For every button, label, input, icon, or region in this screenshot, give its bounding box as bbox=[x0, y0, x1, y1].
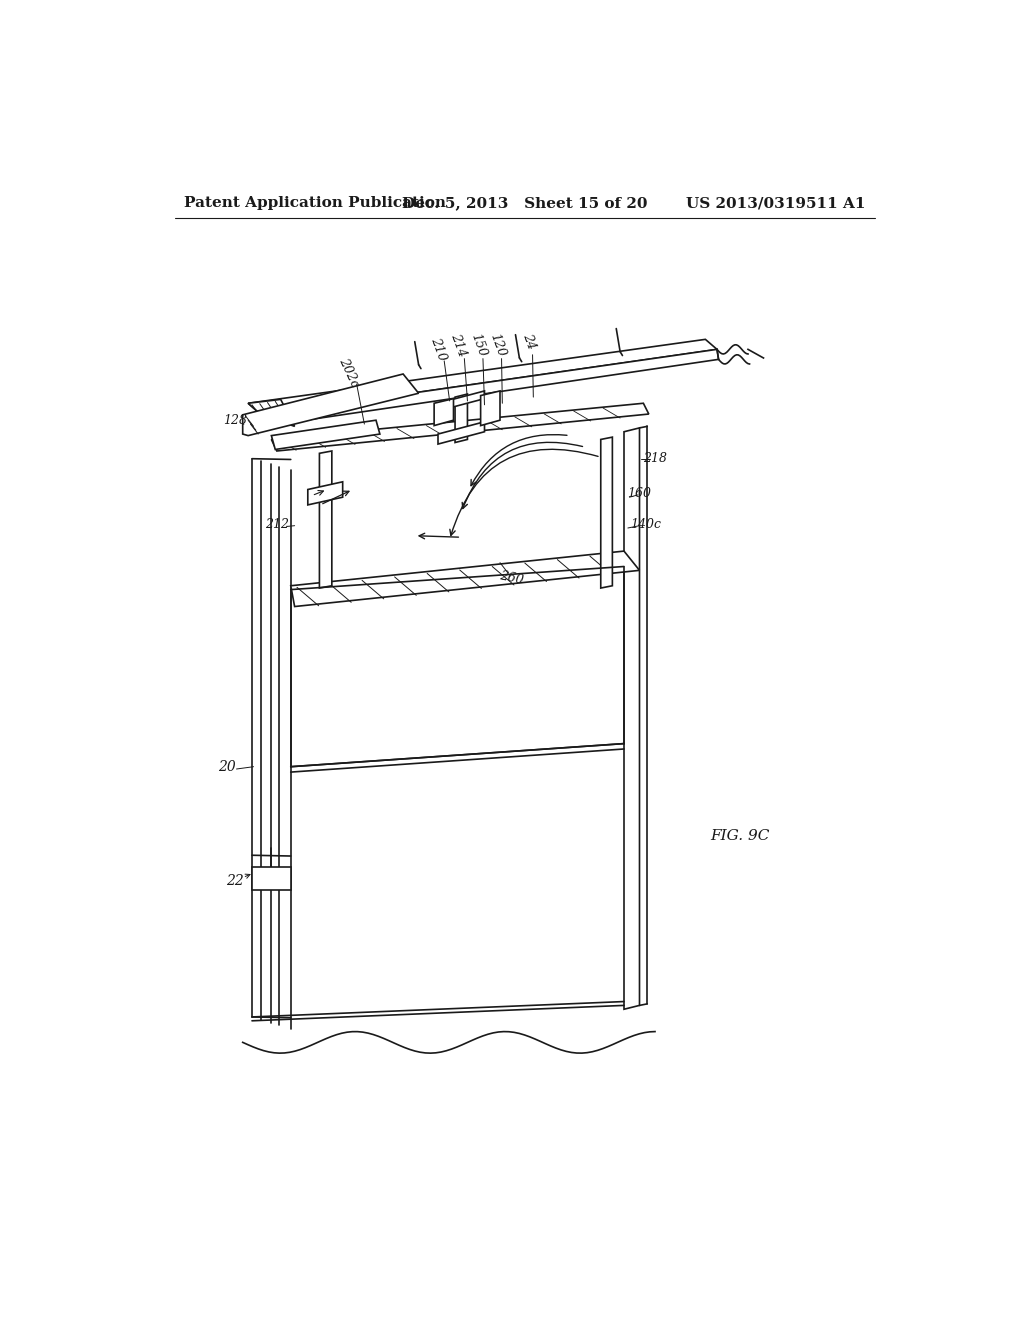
Text: FIG. 9C: FIG. 9C bbox=[711, 829, 770, 843]
Polygon shape bbox=[319, 451, 332, 589]
Polygon shape bbox=[248, 400, 295, 426]
Text: 260: 260 bbox=[499, 569, 524, 587]
Polygon shape bbox=[252, 867, 291, 890]
Text: 140c: 140c bbox=[630, 517, 662, 531]
Text: 24: 24 bbox=[520, 331, 539, 351]
Text: 214: 214 bbox=[449, 333, 469, 359]
Text: Patent Application Publication: Patent Application Publication bbox=[183, 197, 445, 210]
Polygon shape bbox=[601, 437, 612, 589]
Text: 120: 120 bbox=[487, 333, 508, 359]
Polygon shape bbox=[291, 552, 640, 607]
Polygon shape bbox=[438, 391, 484, 411]
Polygon shape bbox=[624, 428, 640, 1010]
Polygon shape bbox=[480, 391, 500, 425]
Text: 128: 128 bbox=[223, 413, 247, 426]
Polygon shape bbox=[261, 350, 719, 426]
Polygon shape bbox=[438, 422, 484, 444]
Text: 150: 150 bbox=[468, 333, 488, 359]
Polygon shape bbox=[243, 374, 419, 436]
Polygon shape bbox=[271, 404, 649, 451]
Text: 20: 20 bbox=[218, 760, 237, 774]
Text: 22: 22 bbox=[226, 874, 244, 887]
Text: 218: 218 bbox=[643, 453, 667, 465]
Polygon shape bbox=[248, 339, 717, 414]
Polygon shape bbox=[308, 482, 343, 506]
Text: 210: 210 bbox=[428, 335, 449, 362]
Polygon shape bbox=[271, 420, 380, 449]
Text: US 2013/0319511 A1: US 2013/0319511 A1 bbox=[686, 197, 866, 210]
Text: 202c: 202c bbox=[337, 355, 361, 389]
Text: 212: 212 bbox=[265, 519, 289, 532]
Polygon shape bbox=[455, 395, 467, 442]
Polygon shape bbox=[434, 399, 454, 425]
Text: Dec. 5, 2013   Sheet 15 of 20: Dec. 5, 2013 Sheet 15 of 20 bbox=[402, 197, 647, 210]
Text: 160: 160 bbox=[628, 487, 651, 500]
